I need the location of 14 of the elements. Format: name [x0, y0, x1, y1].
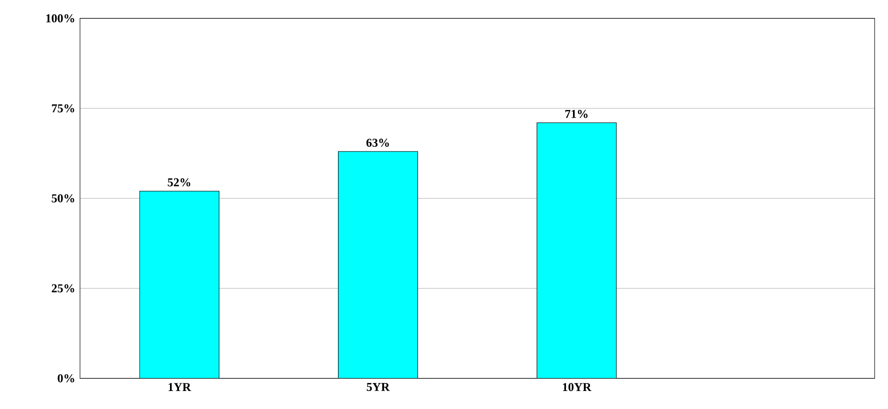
x-tick-label: 5YR	[366, 383, 390, 392]
y-tick-label: 75%	[52, 104, 74, 112]
bar	[536, 122, 617, 378]
x-tick-label: 1YR	[168, 383, 192, 391]
y-tick-label: 100%	[46, 14, 74, 22]
data-label: 52%	[168, 178, 190, 186]
data-label: 71%	[565, 110, 588, 118]
data-label: 63%	[366, 138, 389, 147]
x-tick-label: 10YR	[562, 383, 592, 392]
y-tick-label: 50%	[52, 194, 74, 202]
y-tick-label: 25%	[52, 284, 74, 292]
y-tick-label: 0%	[58, 374, 74, 382]
bar	[139, 190, 220, 378]
bar	[338, 151, 418, 378]
